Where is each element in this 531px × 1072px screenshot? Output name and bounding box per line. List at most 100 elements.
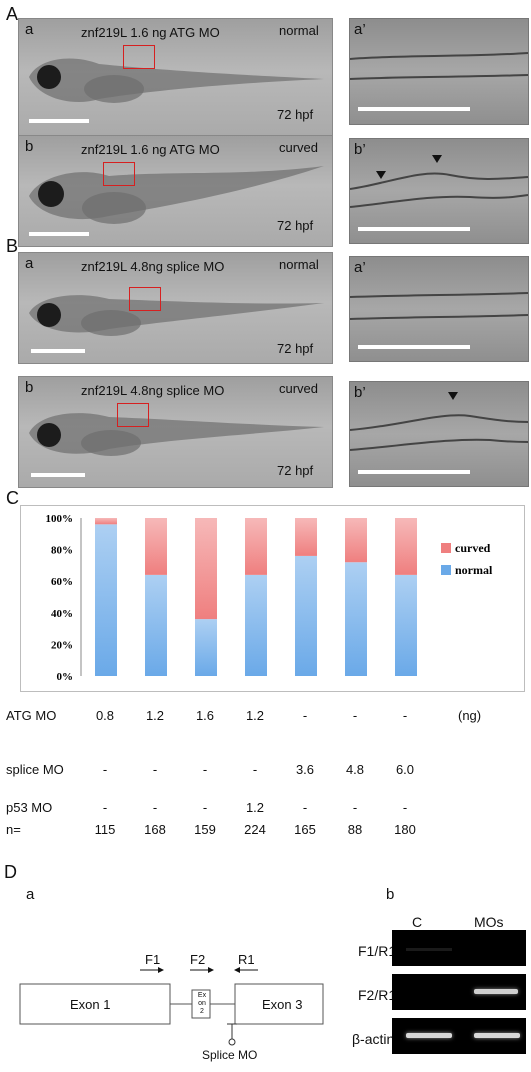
image-title: znf219L 4.8ng splice MO: [81, 383, 225, 398]
row-cell: 180: [394, 822, 416, 837]
fish-image-a-normal: a znf219L 1.6 ng ATG MO normal 72 hpf: [18, 18, 333, 137]
sub-letter-b: b: [386, 886, 395, 903]
image-title: znf219L 4.8ng splice MO: [81, 259, 225, 274]
y-tick-label: 60%: [51, 576, 73, 588]
scale-bar: [31, 349, 85, 353]
gel-strip-actin: [392, 1018, 526, 1054]
zoom-image-a-curved: b’: [349, 138, 529, 244]
row-cell: -: [352, 800, 358, 815]
row-unit: (ng): [458, 708, 482, 723]
scale-bar: [358, 227, 470, 231]
time-label: 72 hpf: [277, 107, 314, 122]
gel-row-label-f2r1: F2/R1: [358, 987, 397, 1003]
row-cell: -: [202, 762, 208, 777]
fish-drawing: [29, 413, 324, 456]
sub-letter-a: a: [25, 21, 34, 38]
bar-segment-normal: [95, 524, 117, 676]
stacked-bar-chart-frame: 0% 20% 40% 60% 80% 100% curved normal: [20, 505, 525, 692]
panel-d-letter: D: [4, 862, 17, 882]
scale-bar: [29, 119, 89, 123]
bar-segment-normal: [145, 574, 167, 676]
bar-segment-curved: [245, 518, 267, 575]
row-cell: -: [202, 800, 208, 815]
phenotype-label: normal: [279, 23, 319, 38]
fish-drawing: [29, 295, 324, 336]
row-cell: 1.6: [195, 708, 215, 723]
row-cell: -: [402, 800, 408, 815]
arrowhead-marker: [376, 171, 386, 179]
zoom-region-box: [123, 45, 155, 69]
zoom-region-box: [117, 403, 149, 427]
gel-strip-f1r1: [392, 930, 526, 966]
somite-pattern: [350, 292, 528, 320]
zoom-letter: b’: [354, 384, 366, 401]
scale-bar: [31, 473, 85, 477]
row-cell: 3.6: [295, 762, 315, 777]
arrowhead-marker: [448, 392, 458, 400]
row-cell: 1.2: [145, 708, 165, 723]
time-label: 72 hpf: [277, 218, 314, 233]
gene-structure-diagram: [19, 967, 324, 1046]
row-cell: -: [152, 800, 158, 815]
row-cell: -: [102, 800, 108, 815]
bar-segment-curved: [295, 518, 317, 556]
scale-bar: [358, 470, 470, 474]
panel-c-letter: C: [6, 488, 19, 508]
primer-f1-label: F1: [145, 952, 161, 967]
stacked-bar-chart: 0% 20% 40% 60% 80% 100% curved normal: [46, 513, 493, 683]
time-label: 72 hpf: [277, 463, 314, 478]
row-cell: 6.0: [395, 762, 415, 777]
exon-2-label: Ex on 2: [197, 992, 207, 1015]
lane-label-control: C: [412, 914, 423, 930]
somite-pattern: [350, 392, 528, 451]
image-title: znf219L 1.6 ng ATG MO: [81, 25, 220, 40]
row-cell: 1.2: [245, 708, 265, 723]
y-tick-label: 100%: [46, 513, 74, 525]
row-cell: 1.2: [245, 800, 265, 815]
scale-bar: [29, 232, 89, 236]
primer-r1-label: R1: [238, 952, 255, 967]
zoom-image-a-normal: a’: [349, 18, 529, 125]
gel-band: [406, 1033, 452, 1038]
gel-band: [474, 1033, 520, 1038]
legend-label-normal: normal: [455, 563, 493, 577]
row-cell: -: [302, 800, 308, 815]
exon-1-label: Exon 1: [70, 997, 111, 1012]
sub-letter-a: a: [26, 886, 35, 903]
bar-segment-curved: [95, 518, 117, 525]
legend-swatch-normal: [441, 565, 451, 575]
legend-label-curved: curved: [455, 541, 491, 555]
y-tick-label: 40%: [51, 608, 73, 620]
panel-b-letter: B: [6, 236, 19, 256]
row-cell: 115: [94, 822, 116, 837]
row-cell: 88: [347, 822, 363, 837]
somite-pattern: [350, 52, 528, 80]
scale-bar: [358, 345, 470, 349]
phenotype-label: curved: [279, 140, 319, 155]
row-cell: 4.8: [345, 762, 365, 777]
exon-3-box: [234, 983, 324, 1025]
bar-segment-normal: [345, 562, 367, 676]
primer-f2-label: F2: [190, 952, 206, 967]
sub-letter-b: b: [25, 379, 34, 396]
splice-mo-label: Splice MO: [202, 1048, 258, 1062]
bar-segment-curved: [395, 518, 417, 575]
scale-bar: [358, 107, 470, 111]
gel-band: [474, 989, 518, 994]
phenotype-label: normal: [279, 257, 319, 272]
legend-swatch-curved: [441, 543, 451, 553]
zoom-letter: a’: [354, 21, 366, 38]
gel-strip-f2r1: [392, 974, 526, 1010]
zoom-letter: b’: [354, 141, 366, 158]
fish-drawing: [29, 58, 324, 103]
phenotype-label: curved: [279, 381, 319, 396]
sub-letter-b: b: [25, 138, 34, 155]
row-label: p53 MO: [6, 800, 53, 815]
row-cell: -: [152, 762, 158, 777]
row-cell: -: [102, 762, 108, 777]
fish-image-b-curved: b znf219L 4.8ng splice MO curved 72 hpf: [18, 376, 333, 488]
fish-image-b-normal: a znf219L 4.8ng splice MO normal 72 hpf: [18, 252, 333, 364]
exon-3-label: Exon 3: [262, 997, 303, 1012]
row-label: splice MO: [6, 762, 64, 777]
gel-band-faint: [406, 948, 452, 951]
